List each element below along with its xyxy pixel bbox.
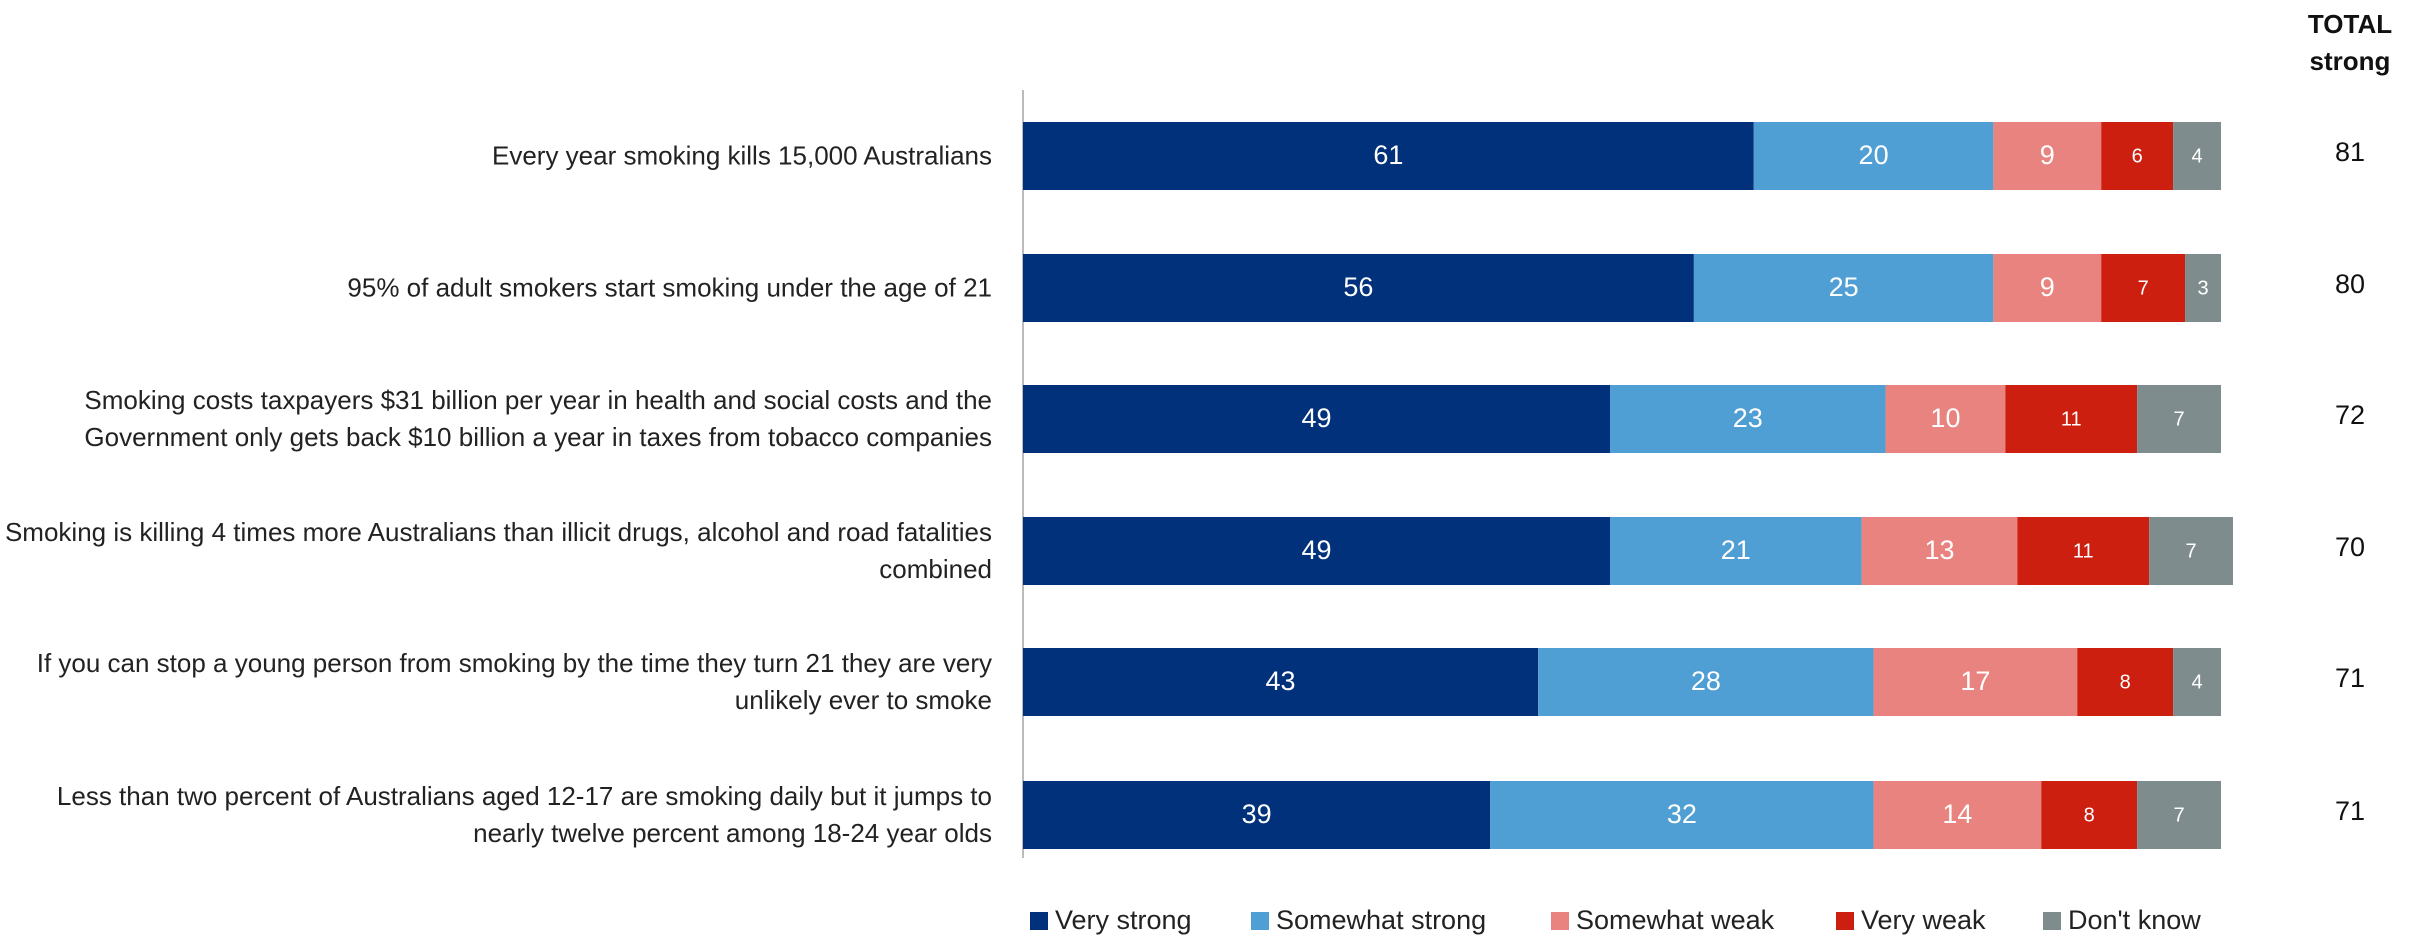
total-value: 71: [2335, 663, 2365, 693]
data-label: 39: [1242, 799, 1272, 829]
bar-segment: [1861, 517, 2018, 585]
bar-segment: [2041, 781, 2138, 849]
data-label: 7: [2174, 804, 2185, 826]
total-value: 72: [2335, 400, 2365, 430]
bar-segment: [1610, 385, 1886, 453]
data-label: 3: [2197, 277, 2208, 299]
bar-segment: [2005, 385, 2138, 453]
legend-swatch: [1030, 912, 1048, 930]
data-label: 7: [2138, 277, 2149, 299]
category-label: 95% of adult smokers start smoking under…: [347, 272, 992, 303]
data-label: 49: [1301, 403, 1331, 433]
data-label: 4: [2191, 145, 2202, 167]
category-label: Less than two percent of Australians age…: [56, 781, 992, 848]
total-value: 81: [2335, 137, 2365, 167]
data-label: 7: [2185, 540, 2196, 562]
legend-label: Somewhat strong: [1276, 905, 1486, 935]
bar-segment: [1993, 254, 2102, 322]
legend-swatch: [1836, 912, 1854, 930]
data-label: 43: [1266, 666, 1296, 696]
bar-segment: [2173, 122, 2221, 190]
data-label: 56: [1343, 272, 1373, 302]
bar-segment: [2173, 648, 2221, 716]
legend-label: Very strong: [1055, 905, 1192, 935]
bar-segment: [1693, 254, 1994, 322]
category-label: Smoking is killing 4 times more Australi…: [4, 517, 992, 584]
bar-segment: [1873, 648, 2078, 716]
bar-segment: [1023, 122, 1754, 190]
data-label: 32: [1667, 799, 1697, 829]
data-label: 28: [1691, 666, 1721, 696]
bar-segment: [2101, 122, 2174, 190]
bar-segment: [1753, 122, 1994, 190]
data-label: 14: [1942, 799, 1972, 829]
data-label: 10: [1930, 403, 1960, 433]
data-label: 23: [1733, 403, 1763, 433]
bar-segment: [2185, 254, 2221, 322]
category-label: If you can stop a young person from smok…: [36, 648, 992, 715]
legend-label: Don't know: [2068, 905, 2201, 935]
bar-segment: [1993, 122, 2102, 190]
bar-segment: [1885, 385, 2006, 453]
data-label: 11: [2073, 540, 2094, 562]
bar-segment: [1023, 385, 1611, 453]
bar-segment: [1023, 781, 1491, 849]
bar-segment: [2101, 254, 2186, 322]
data-label: 20: [1859, 140, 1889, 170]
legend-swatch: [1251, 912, 1269, 930]
data-label: 7: [2174, 408, 2185, 430]
data-label: 4: [2191, 671, 2202, 693]
data-label: 13: [1924, 535, 1954, 565]
bar-segment: [1490, 781, 1874, 849]
total-value: 71: [2335, 796, 2365, 826]
bar-segment: [1538, 648, 1874, 716]
bar-segment: [2137, 385, 2221, 453]
data-label: 8: [2120, 671, 2131, 693]
bar-segment: [2149, 517, 2233, 585]
data-label: 9: [2040, 272, 2055, 302]
bar-segment: [2137, 781, 2221, 849]
category-label: Every year smoking kills 15,000 Australi…: [491, 140, 992, 171]
legend-swatch: [1551, 912, 1569, 930]
legend-label: Somewhat weak: [1576, 905, 1775, 935]
legend-label: Very weak: [1861, 905, 1986, 935]
data-label: 17: [1960, 666, 1990, 696]
legend-swatch: [2043, 912, 2061, 930]
bar-segment: [2077, 648, 2174, 716]
data-label: 25: [1829, 272, 1859, 302]
total-value: 80: [2335, 269, 2365, 299]
bar-segment: [1023, 648, 1539, 716]
bar-segment: [1023, 517, 1611, 585]
data-label: 6: [2132, 145, 2143, 167]
bar-segment: [1023, 254, 1694, 322]
data-label: 8: [2084, 804, 2095, 826]
bar-segment: [1873, 781, 2042, 849]
data-label: 21: [1721, 535, 1751, 565]
bar-segment: [2017, 517, 2150, 585]
total-value: 70: [2335, 532, 2365, 562]
category-label: Smoking costs taxpayers $31 billion per …: [84, 385, 992, 452]
bar-segment: [1610, 517, 1862, 585]
data-label: 49: [1301, 535, 1331, 565]
totals-header: TOTAL strong: [2307, 9, 2393, 76]
data-label: 61: [1373, 140, 1403, 170]
data-label: 9: [2040, 140, 2055, 170]
data-label: 11: [2061, 408, 2082, 430]
